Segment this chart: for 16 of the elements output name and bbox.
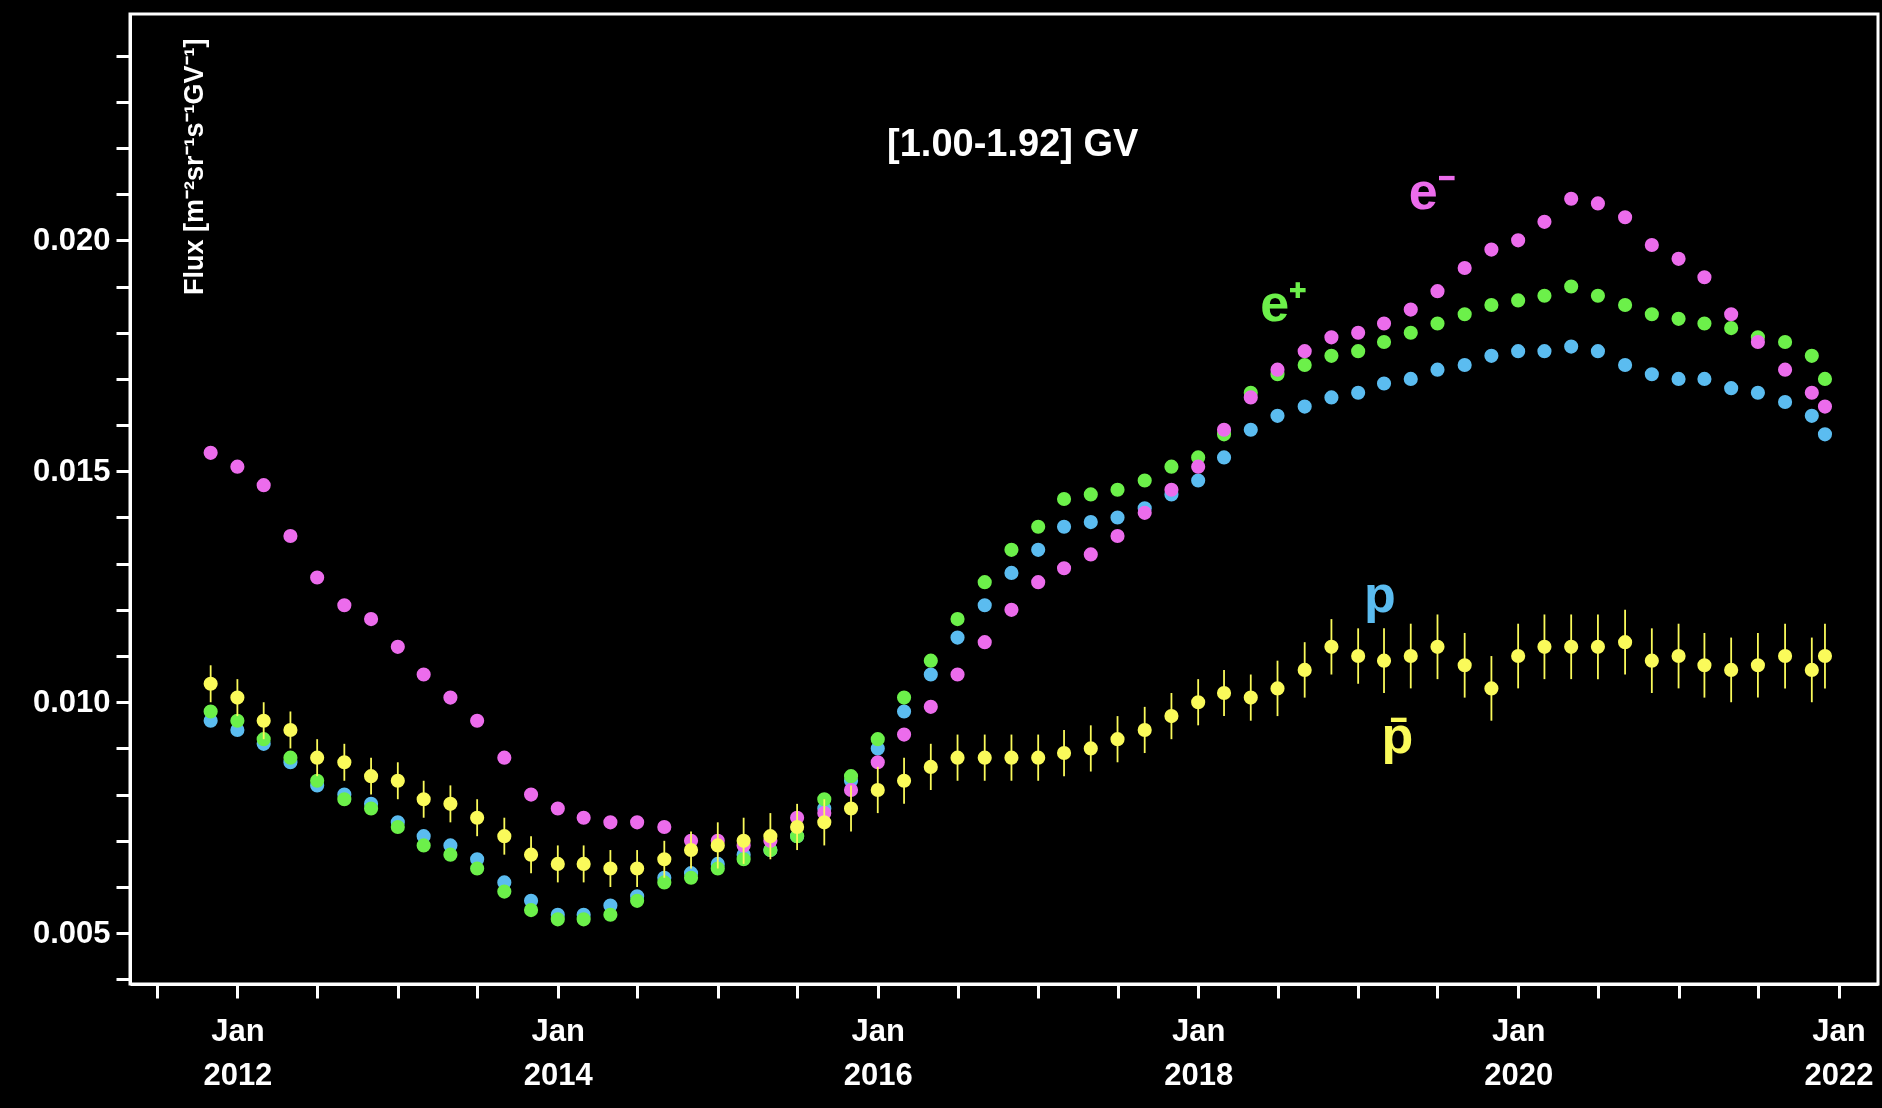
y-axis-title: Flux [m⁻²sr⁻¹s⁻¹GV⁻¹] [178, 38, 209, 296]
y-tick-label: 0.020 [32, 221, 111, 257]
y-tick-label: 0.015 [32, 452, 111, 488]
x-tick-label: Jan 2012 [203, 1012, 273, 1092]
y-tick-label: 0.005 [32, 914, 111, 950]
series-label: p̄ [1381, 705, 1414, 764]
text: p [1363, 565, 1396, 623]
x-tick-label: Jan 2018 [1164, 1012, 1234, 1092]
x-tick-label: Jan 2020 [1484, 1012, 1554, 1092]
x-tick-label: Jan 2016 [843, 1012, 913, 1092]
series-label: e⁺ [1260, 274, 1308, 332]
x-tick-label: Jan 2014 [523, 1012, 594, 1092]
text: [1.00-1.92] GV [887, 121, 1140, 164]
y-tick-label: 0.010 [32, 683, 111, 719]
x-tick-label: Jan 2022 [1804, 1012, 1874, 1092]
series-label: e⁻ [1408, 162, 1456, 221]
